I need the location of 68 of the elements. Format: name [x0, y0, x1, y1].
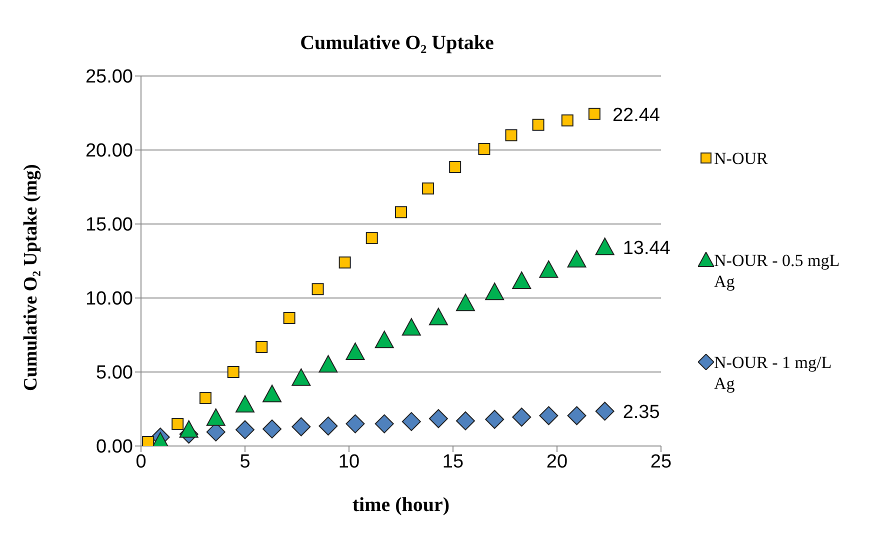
point	[539, 260, 558, 278]
y-tick-label: 10.00	[85, 288, 133, 310]
point	[449, 161, 462, 174]
point	[567, 250, 586, 268]
point	[227, 366, 240, 378]
point	[338, 256, 351, 268]
y-tick-label: 15.00	[85, 214, 133, 236]
point	[374, 414, 394, 434]
point	[402, 318, 421, 336]
point	[588, 108, 600, 120]
x-tick-label: 20	[546, 451, 568, 472]
point	[402, 412, 421, 432]
point	[374, 330, 394, 348]
x-axis-title: time (hour)	[352, 494, 450, 516]
point	[539, 406, 558, 426]
y-axis-title: Cumulative O₂ Uptake (mg)	[20, 164, 42, 391]
point	[485, 282, 504, 300]
point	[172, 418, 184, 430]
point	[346, 342, 365, 360]
point	[512, 271, 532, 289]
point	[512, 408, 532, 427]
chart-title: Cumulative O₂ Uptake	[299, 32, 495, 55]
point	[312, 283, 324, 296]
point	[505, 129, 518, 142]
point	[456, 294, 475, 312]
legend-label: N-OUR	[714, 148, 768, 169]
point	[292, 417, 311, 436]
point	[366, 232, 378, 244]
point	[199, 392, 212, 404]
x-tick-label: 0	[136, 451, 146, 472]
x-tick-label: 5	[240, 451, 250, 472]
x-tick-label: 15	[442, 451, 464, 472]
point	[256, 340, 268, 353]
point	[142, 436, 154, 446]
y-tick-label: 5.00	[96, 362, 133, 384]
point	[395, 206, 407, 218]
legend-label: N-OUR - 0.5 mgL Ag	[714, 250, 840, 292]
point	[561, 114, 574, 126]
point	[262, 419, 282, 438]
data-label: 13.44	[622, 238, 671, 260]
legend-label: N-OUR - 1 mg/L Ag	[714, 352, 832, 394]
y-tick-label: 25.00	[85, 66, 133, 88]
point	[428, 409, 448, 428]
point	[567, 406, 586, 426]
point	[283, 312, 296, 324]
point	[346, 414, 365, 434]
point	[456, 411, 475, 430]
point	[422, 182, 434, 194]
point	[318, 416, 338, 436]
point	[532, 118, 544, 131]
data-label: 2.35	[622, 402, 660, 424]
point	[206, 408, 226, 426]
point	[595, 402, 614, 421]
point	[236, 395, 254, 413]
x-tick-label: 10	[338, 451, 360, 472]
data-label: 22.44	[612, 104, 660, 126]
y-tick-label: 20.00	[85, 140, 133, 162]
point	[262, 384, 282, 402]
point	[292, 368, 311, 386]
point	[179, 420, 198, 438]
point	[428, 308, 448, 326]
point	[478, 142, 490, 155]
point	[485, 410, 504, 429]
x-tick-label: 25	[650, 451, 672, 472]
point	[595, 238, 614, 256]
y-tick-label: 0.00	[96, 436, 133, 458]
point	[236, 420, 254, 440]
point	[318, 355, 338, 373]
